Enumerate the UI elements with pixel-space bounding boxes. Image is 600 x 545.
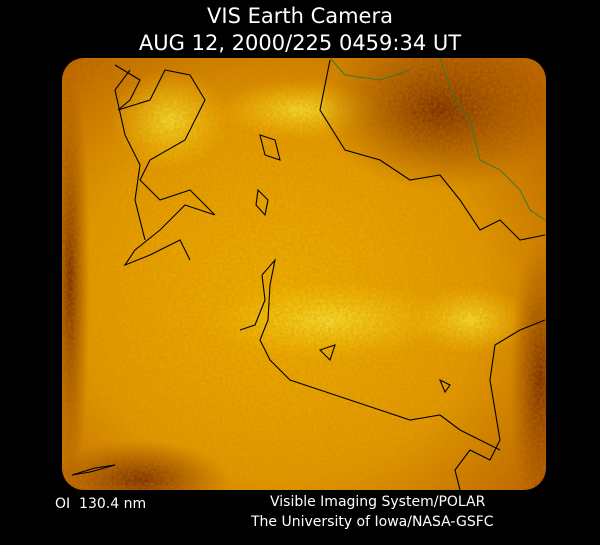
institution-label: The University of Iowa/NASA-GSFC (250, 514, 494, 530)
filter-label: OI 130.4 nm (55, 496, 146, 512)
timestamp: AUG 12, 2000/225 0459:34 UT (139, 31, 461, 55)
instrument-label: Visible Imaging System/POLAR (270, 494, 486, 510)
earth-image (62, 58, 546, 490)
title: VIS Earth Camera (207, 4, 393, 28)
